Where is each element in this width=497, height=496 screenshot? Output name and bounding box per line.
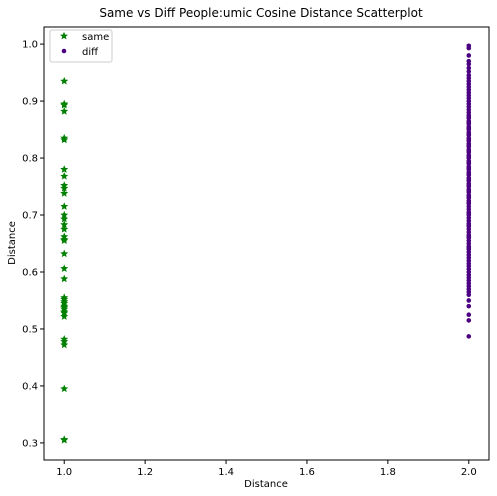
point-same (60, 220, 69, 229)
point-same (60, 236, 69, 245)
legend-label-diff: diff (82, 47, 99, 58)
point-same (60, 384, 69, 393)
point-diff (466, 137, 472, 143)
point-diff (466, 211, 472, 217)
y-tick-label: 1.0 (22, 40, 38, 51)
point-diff (466, 65, 472, 71)
point-diff (466, 45, 472, 51)
points-layer (60, 43, 472, 444)
point-diff (466, 177, 472, 182)
x-tick-label: 1.2 (137, 467, 153, 478)
point-same (60, 165, 69, 173)
y-tick-label: 0.7 (22, 211, 38, 222)
x-tick-label: 1.4 (218, 467, 234, 478)
point-diff (466, 154, 472, 160)
y-tick-label: 0.5 (22, 324, 38, 335)
point-same (60, 435, 69, 444)
point-diff (466, 114, 472, 120)
point-same (60, 135, 69, 144)
legend-star-icon (60, 31, 68, 40)
chart-title: Same vs Diff People:umic Cosine Distance… (99, 6, 423, 20)
point-diff (466, 245, 472, 251)
point-same (60, 312, 69, 320)
point-diff (466, 234, 472, 239)
point-same (60, 172, 69, 180)
point-diff (466, 312, 472, 318)
point-diff (466, 194, 472, 200)
point-same (60, 76, 69, 85)
x-tick-label: 1.6 (299, 467, 315, 478)
point-diff (466, 318, 472, 323)
point-same (60, 210, 69, 219)
point-same (60, 264, 69, 272)
y-axis-label: Distance (7, 221, 18, 265)
x-tick-label: 2.0 (461, 467, 477, 478)
y-tick-label: 0.6 (22, 267, 38, 278)
point-diff (466, 143, 472, 148)
point-diff (466, 222, 472, 228)
legend-label-same: same (82, 32, 109, 43)
x-axis-label: Distance (244, 479, 288, 490)
point-diff (466, 171, 472, 177)
point-diff (466, 69, 472, 74)
point-same (60, 184, 69, 192)
point-diff (466, 165, 472, 171)
point-diff (466, 298, 472, 303)
point-diff (466, 120, 472, 126)
point-same (60, 249, 69, 258)
point-diff (466, 131, 472, 137)
point-diff (466, 160, 472, 165)
x-tick-label: 1.8 (380, 467, 396, 478)
point-same (60, 274, 69, 283)
point-diff (466, 303, 472, 309)
legend: same diff (49, 29, 113, 63)
point-diff (466, 183, 472, 188)
point-diff (466, 126, 472, 131)
x-tick-label: 1.0 (56, 467, 72, 478)
legend-circle-icon (61, 48, 67, 54)
y-tick-label: 0.4 (22, 381, 38, 392)
point-diff (466, 292, 472, 298)
point-same (60, 189, 69, 197)
plot-area-frame (43, 26, 490, 461)
point-diff (466, 200, 472, 205)
x-axis-ticks: 1.0 1.2 1.4 1.6 1.8 2.0 (56, 460, 477, 478)
point-diff (466, 148, 472, 154)
point-same (60, 107, 69, 115)
y-tick-label: 0.3 (22, 438, 38, 449)
point-same (60, 214, 69, 223)
point-same (60, 225, 69, 233)
point-diff (466, 188, 472, 194)
point-diff (466, 334, 472, 339)
y-axis-ticks: 0.3 0.4 0.5 0.6 0.7 0.8 0.9 1.0 (22, 40, 44, 449)
point-same (60, 202, 69, 210)
y-tick-label: 0.9 (22, 97, 38, 108)
point-same (60, 100, 69, 109)
point-diff (466, 61, 472, 67)
point-same (60, 340, 69, 349)
y-tick-label: 0.8 (22, 154, 38, 165)
point-diff (466, 53, 472, 58)
